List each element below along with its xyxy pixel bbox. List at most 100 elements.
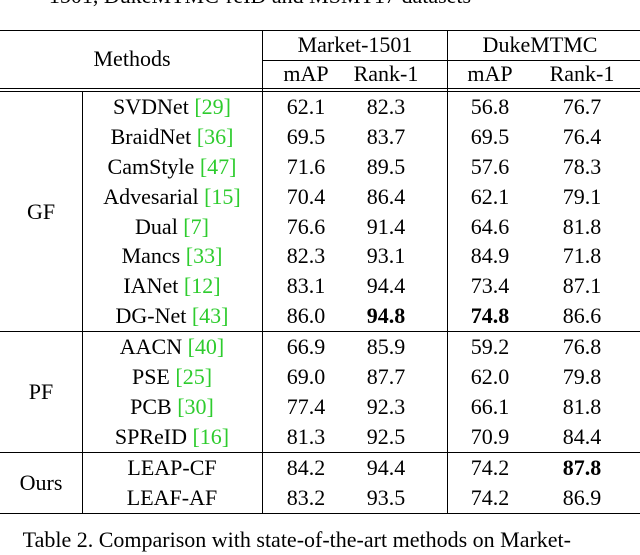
value-cell: 94.4 [366,454,406,480]
rule [0,331,640,332]
method-name: SVDNet [113,93,189,119]
group-label: PF [28,379,54,404]
citation[interactable]: [7] [183,213,209,239]
rule [0,88,640,89]
value-cell: 84.2 [286,454,326,480]
method-name: PSE [131,364,170,390]
header-metric: mAP [283,61,329,86]
col-rule [262,30,263,513]
citation[interactable]: [12] [183,273,221,299]
value-cell: 86.4 [366,183,406,209]
value-cell: 76.7 [562,93,602,119]
citation[interactable]: [36] [196,123,234,149]
citation[interactable]: [30] [177,393,214,419]
value-cell: 87.7 [366,364,406,390]
value-cell: 86.9 [562,484,602,510]
citation[interactable]: [33] [185,243,223,269]
value-cell: 79.1 [562,183,602,209]
col-rule [447,30,448,513]
value-cell: 87.1 [562,273,602,299]
value-cell: 69.0 [286,364,326,390]
value-cell: 83.2 [286,484,326,510]
rule [0,30,640,31]
method-name: CamStyle [107,153,195,179]
method-cell: LEAF-AF [127,483,217,513]
method-name: Dual [135,213,178,239]
value-cell: 82.3 [366,93,406,119]
value-cell: 66.1 [470,393,510,419]
value-cell: 89.5 [366,153,406,179]
method-name: IANet [123,273,179,299]
citation[interactable]: [15] [204,183,241,209]
value-cell: 66.9 [286,334,326,360]
value-cell: 85.9 [366,334,406,360]
col-rule [82,91,83,513]
value-cell: 56.8 [470,93,510,119]
method-cell: DG-Net [43] [115,301,228,331]
method-cell: AACN [40] [120,332,225,362]
value-cell: 74.8 [470,303,510,329]
value-cell: 93.1 [366,243,406,269]
value-cell: 83.7 [366,123,406,149]
value-cell: 74.2 [470,454,510,480]
rule [0,91,640,92]
method-cell: SPReID [16] [115,422,229,452]
header-metric: Rank-1 [549,61,615,86]
method-name: DG-Net [115,303,187,329]
value-cell: 86.6 [562,303,602,329]
citation[interactable]: [16] [192,423,230,449]
value-cell: 76.6 [286,213,326,239]
citation[interactable]: [29] [194,93,231,119]
value-cell: 87.8 [562,454,602,480]
value-cell: 62.1 [470,183,510,209]
citation[interactable]: [47] [199,153,237,179]
caption: Table 2. Comparison with state-of-the-ar… [22,527,571,552]
citation[interactable]: [25] [175,364,213,390]
header-metric: mAP [467,61,513,86]
rule [0,452,640,453]
value-cell: 69.5 [286,123,326,149]
value-cell: 71.6 [286,153,326,179]
citation[interactable]: [43] [191,303,229,329]
value-cell: 83.1 [286,273,326,299]
value-cell: 91.4 [366,213,406,239]
value-cell: 64.6 [470,213,510,239]
value-cell: 74.2 [470,484,510,510]
value-cell: 69.5 [470,123,510,149]
method-cell: BraidNet [36] [111,122,234,152]
value-cell: 59.2 [470,334,510,360]
value-cell: 92.3 [366,393,406,419]
method-name: SPReID [114,423,187,449]
value-cell: 81.8 [562,213,602,239]
citation[interactable]: [40] [187,334,225,360]
method-cell: PCB [30] [130,392,214,422]
value-cell: 93.5 [366,484,406,510]
header-dataset: DukeMTMC [482,32,598,57]
header-dataset: Market-1501 [297,32,413,57]
caption-top: 1501, DukeMTMC-reID and MSMT17 datasets [49,0,471,11]
rule [0,513,640,514]
method-cell: CamStyle [47] [108,152,237,182]
value-cell: 81.8 [562,393,602,419]
group-label: GF [26,198,56,224]
method-name: PCB [130,393,172,419]
value-cell: 76.8 [562,334,602,360]
method-cell: Advesarial [15] [103,182,240,212]
value-cell: 94.8 [366,303,406,329]
method-name: AACN [119,334,183,360]
method-cell: Mancs [33] [122,241,223,271]
method-cell: IANet [12] [123,271,220,301]
value-cell: 76.4 [562,123,602,149]
value-cell: 92.5 [366,423,406,449]
method-name: Mancs [121,243,181,269]
value-cell: 79.8 [562,364,602,390]
value-cell: 78.3 [562,153,602,179]
value-cell: 62.1 [286,93,326,119]
value-cell: 77.4 [286,393,326,419]
method-name: LEAP-CF [127,454,217,480]
method-cell: Dual [7] [135,212,209,242]
method-cell: PSE [25] [132,362,212,392]
method-name: LEAF-AF [126,484,218,510]
header-metric: Rank-1 [353,61,419,86]
